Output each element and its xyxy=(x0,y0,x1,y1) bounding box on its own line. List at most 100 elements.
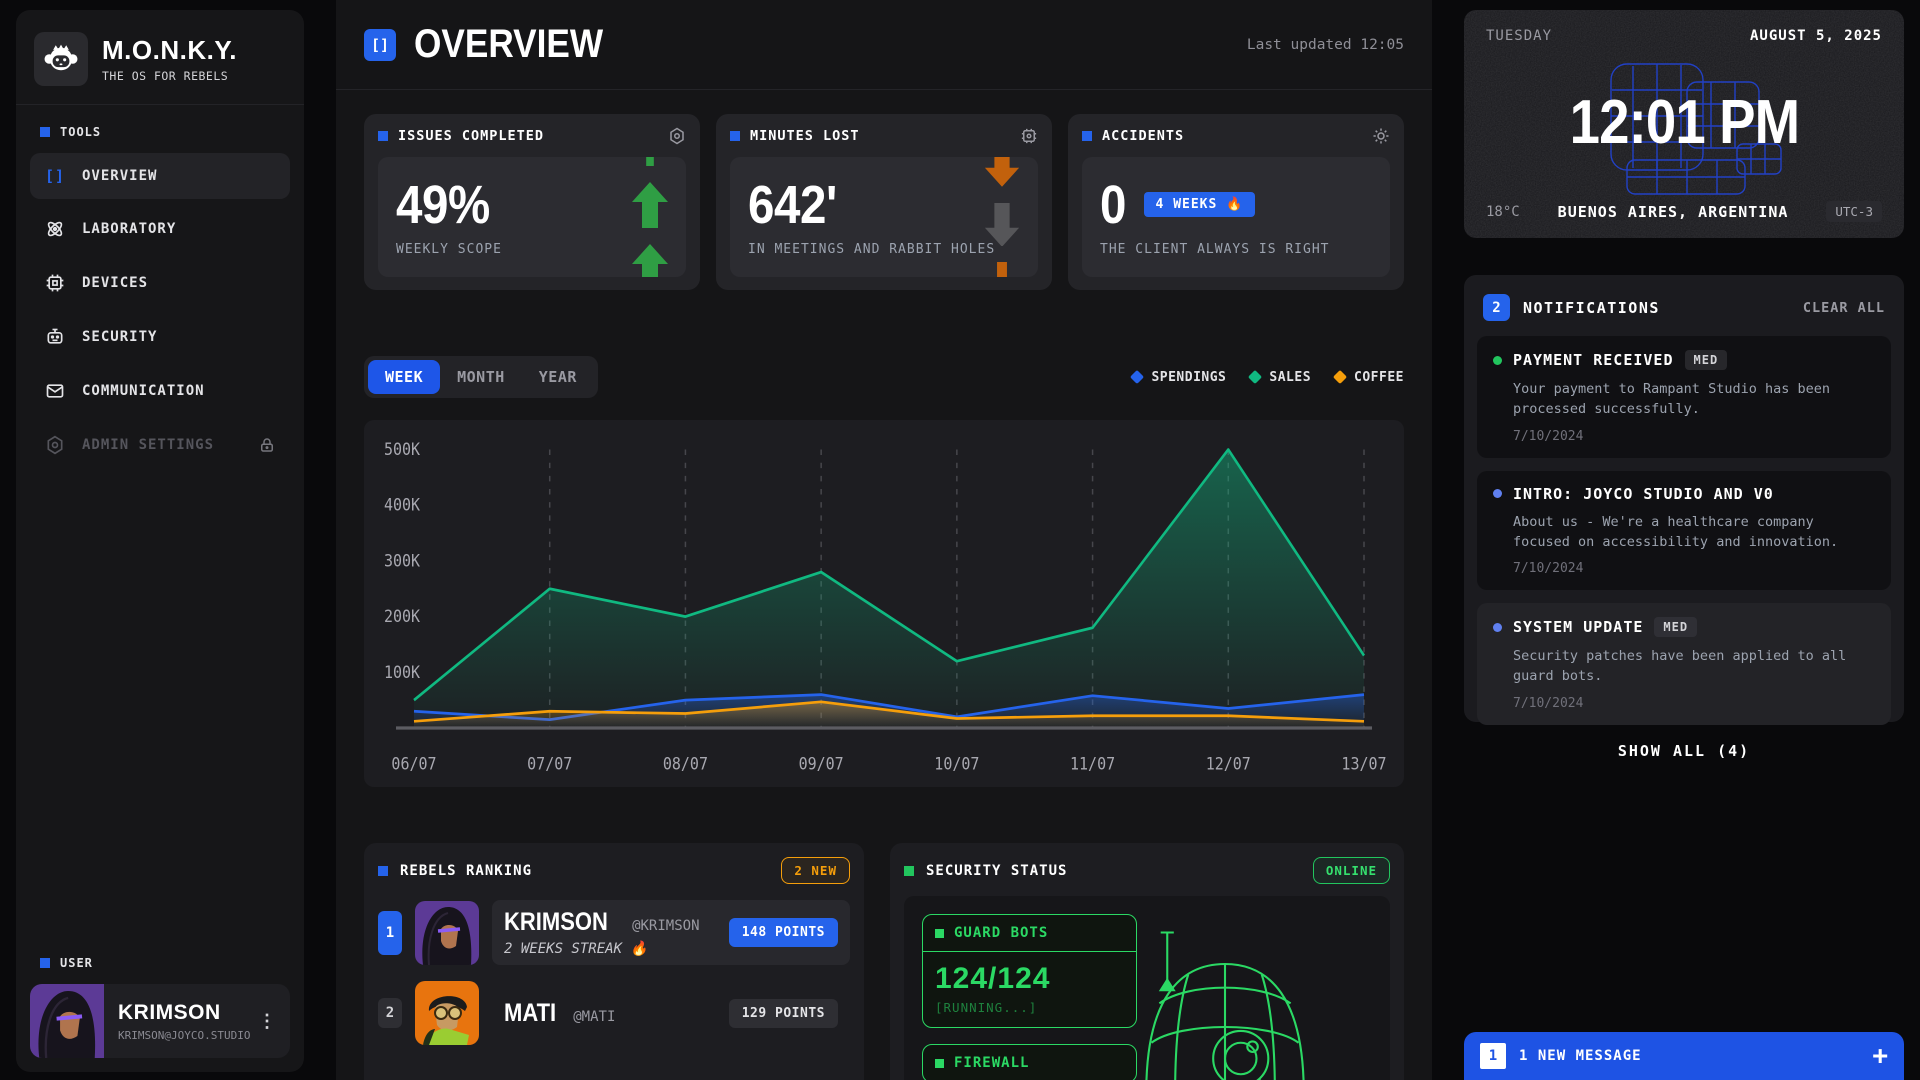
legend-coffee: COFFEE xyxy=(1332,369,1404,385)
stat-title: MINUTES LOST xyxy=(750,128,860,144)
avatar xyxy=(415,900,479,965)
ranking-row-1[interactable]: 1 KRIMSON @KRIMSON xyxy=(378,900,850,965)
svg-text:12/07: 12/07 xyxy=(1206,754,1251,774)
user-card[interactable]: KRIMSON KRIMSON@JOYCO.STUDIO ⋮ xyxy=(30,984,290,1058)
user-menu-dots-icon[interactable]: ⋮ xyxy=(258,1010,276,1032)
sidebar-divider xyxy=(16,104,304,105)
notification-card-intro[interactable]: INTRO: JOYCO STUDIO AND V0 About us - We… xyxy=(1477,470,1891,590)
trend-down-arrows xyxy=(982,157,1022,277)
range-tabs: WEEK MONTH YEAR xyxy=(364,356,598,398)
rebels-ranking-panel: REBELS RANKING 2 NEW 1 xyxy=(364,843,864,1080)
new-message-bar[interactable]: 1 1 NEW MESSAGE + xyxy=(1464,1032,1904,1080)
avatar xyxy=(415,981,479,1045)
chart-legend: SPENDINGS SALES COFFEE xyxy=(1130,369,1404,385)
settings-chip-icon[interactable] xyxy=(1020,127,1038,145)
chip-icon xyxy=(44,273,66,293)
temperature: 18°C xyxy=(1486,203,1520,220)
gear-icon xyxy=(44,435,66,455)
svg-text:11/07: 11/07 xyxy=(1070,754,1115,774)
panel-bullet xyxy=(904,865,914,876)
svg-text:06/07: 06/07 xyxy=(391,754,436,774)
brackets-icon: [] xyxy=(364,28,396,61)
guard-bots-status: [RUNNING...] xyxy=(935,1000,1038,1015)
chart-canvas: 100K 200K 300K 400K 500K 06/07 07/07 08/07 09/07… xyxy=(384,439,1387,774)
settings-hexagon-icon[interactable] xyxy=(668,127,686,145)
firewall-label: FIREWALL xyxy=(954,1055,1030,1071)
svg-text:13/07: 13/07 xyxy=(1341,754,1386,774)
sidebar-item-devices[interactable]: DEVICES xyxy=(30,259,290,307)
tools-label-text: TOOLS xyxy=(60,125,102,139)
svg-text:08/07: 08/07 xyxy=(663,754,708,774)
monkey-logo-icon xyxy=(34,32,88,86)
section-bullet xyxy=(40,958,50,968)
monkey-icon xyxy=(44,44,78,71)
stat-card-minutes-lost: MINUTES LOST 642' IN MEETINGS AND RABBIT… xyxy=(716,114,1052,290)
show-all-button[interactable]: SHOW ALL (4) xyxy=(1617,741,1751,760)
area-chart: 100K 200K 300K 400K 500K 06/07 07/07 08/07 09/07… xyxy=(364,420,1404,787)
guard-robot-wireframe xyxy=(1120,922,1330,1080)
lock-icon xyxy=(258,436,276,454)
tab-month[interactable]: MONTH xyxy=(457,368,505,386)
grain-texture xyxy=(1464,10,1904,238)
notification-title: SYSTEM UPDATE xyxy=(1513,618,1644,636)
notification-card-payment[interactable]: PAYMENT RECEIVED MED Your payment to Ram… xyxy=(1477,336,1891,458)
sidebar-item-label: COMMUNICATION xyxy=(82,383,205,399)
notifications-panel: 2 NOTIFICATIONS CLEAR ALL PAYMENT RECEIV… xyxy=(1464,275,1904,760)
sidebar-item-label: DEVICES xyxy=(82,275,149,291)
tab-week[interactable]: WEEK xyxy=(368,360,441,394)
chart-controls: WEEK MONTH YEAR SPENDINGS SALES COFFEE xyxy=(364,356,1404,398)
stat-title: ACCIDENTS xyxy=(1102,128,1185,144)
main-header: [] OVERVIEW Last updated 12:05 xyxy=(336,0,1432,90)
panel-title: SECURITY STATUS xyxy=(926,862,1068,879)
stat-value: 642' xyxy=(748,174,837,235)
legend-spendings: SPENDINGS xyxy=(1130,370,1226,385)
diamond-icon xyxy=(1332,369,1348,385)
user-name: KRIMSON xyxy=(118,1000,221,1024)
wireframe-illustration xyxy=(1610,63,1782,195)
status-dot xyxy=(1493,489,1502,498)
clear-all-button[interactable]: CLEAR ALL xyxy=(1802,299,1885,316)
sidebar: M.O.N.K.Y. THE OS FOR REBELS TOOLS [] OV… xyxy=(16,10,304,1072)
mail-icon xyxy=(44,381,66,401)
guard-bots-value: 124/124 xyxy=(935,962,1051,995)
last-updated: Last updated 12:05 xyxy=(1246,36,1404,53)
notification-date: 7/10/2024 xyxy=(1513,428,1584,444)
sidebar-item-admin-settings[interactable]: ADMIN SETTINGS xyxy=(30,421,290,469)
trend-up-arrows xyxy=(630,157,670,277)
stat-card-issues-completed: ISSUES COMPLETED 49% WEEKLY SCOPE xyxy=(364,114,700,290)
stat-bullet xyxy=(730,131,740,141)
clock-card: TUESDAY AUGUST 5, 2025 12:01 PM 18°C BUE… xyxy=(1464,10,1904,238)
sidebar-item-laboratory[interactable]: LABORATORY xyxy=(30,205,290,253)
status-dot xyxy=(1493,355,1502,365)
legend-sales: SALES xyxy=(1248,370,1311,385)
clock-date: AUGUST 5, 2025 xyxy=(1749,28,1882,44)
bottom-row: REBELS RANKING 2 NEW 1 xyxy=(364,843,1404,1080)
security-body: GUARD BOTS 124/124 [RUNNING...] FIREWALL xyxy=(904,896,1390,1080)
ranking-row-2[interactable]: 2 MATI @ xyxy=(378,981,850,1045)
avatar xyxy=(30,984,104,1058)
stat-caption: IN MEETINGS AND RABBIT HOLES xyxy=(748,241,996,257)
stat-bullet xyxy=(1082,131,1092,141)
app-tagline: THE OS FOR REBELS xyxy=(102,69,229,83)
sidebar-item-communication[interactable]: COMMUNICATION xyxy=(30,367,290,415)
sidebar-item-label: ADMIN SETTINGS xyxy=(82,437,215,453)
tab-year[interactable]: YEAR xyxy=(538,368,577,386)
app-logo-row: M.O.N.K.Y. THE OS FOR REBELS xyxy=(30,24,290,104)
streak-badge: 4 WEEKS 🔥 xyxy=(1143,192,1256,217)
stat-value: 0 xyxy=(1100,174,1127,235)
guard-bots-box: GUARD BOTS 124/124 [RUNNING...] xyxy=(922,914,1137,1028)
rebel-handle: @KRIMSON xyxy=(632,918,700,934)
rank-badge: 2 xyxy=(378,998,402,1028)
notification-card-system-update[interactable]: SYSTEM UPDATE MED Security patches have … xyxy=(1477,603,1891,725)
plus-icon[interactable]: + xyxy=(1872,1041,1888,1071)
sidebar-item-label: LABORATORY xyxy=(82,221,177,237)
notification-title: PAYMENT RECEIVED xyxy=(1513,351,1674,369)
sidebar-item-label: OVERVIEW xyxy=(82,168,158,184)
svg-text:07/07: 07/07 xyxy=(527,754,572,774)
app-name: M.O.N.K.Y. xyxy=(102,35,238,65)
sidebar-item-security[interactable]: SECURITY xyxy=(30,313,290,361)
green-bullet xyxy=(935,1058,944,1068)
sidebar-item-overview[interactable]: [] OVERVIEW xyxy=(30,153,290,199)
settings-gear-icon[interactable] xyxy=(1372,127,1390,145)
svg-text:10/07: 10/07 xyxy=(934,754,979,774)
